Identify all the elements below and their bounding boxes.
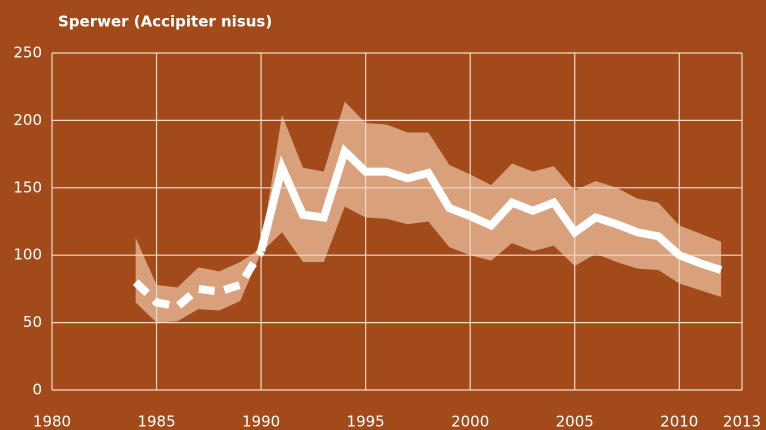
x-tick-label: 2010 bbox=[660, 413, 698, 430]
y-tick-label: 100 bbox=[13, 246, 42, 264]
trend-line bbox=[257, 144, 723, 274]
y-tick-label: 50 bbox=[23, 313, 42, 331]
x-tick-label: 1990 bbox=[242, 413, 280, 430]
x-tick-label: 2000 bbox=[451, 413, 489, 430]
confidence-band bbox=[135, 101, 722, 323]
y-tick-label: 150 bbox=[13, 178, 42, 196]
x-tick-label: 1985 bbox=[137, 413, 175, 430]
chart-title: Sperwer (Accipiter nisus) bbox=[58, 13, 272, 31]
y-tick-label: 200 bbox=[13, 111, 42, 129]
x-tick-label: 2005 bbox=[556, 413, 594, 430]
x-tick-label: 1995 bbox=[347, 413, 385, 430]
trend-line-dashed bbox=[132, 249, 265, 311]
y-tick-label: 250 bbox=[13, 44, 42, 62]
x-tick-label: 2013 bbox=[723, 413, 761, 430]
y-tick-label: 0 bbox=[32, 381, 42, 399]
x-tick-label: 1980 bbox=[33, 413, 71, 430]
